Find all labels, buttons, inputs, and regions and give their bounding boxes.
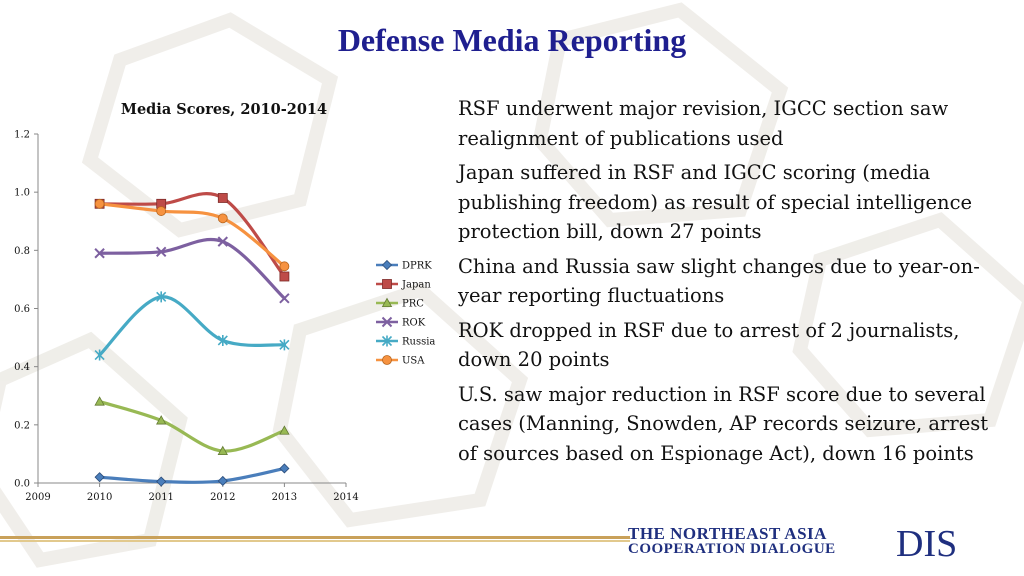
data-point-dprk [156, 476, 167, 487]
dis-logo: DIS [896, 523, 958, 565]
legend-marker-rok [381, 316, 393, 328]
chart-axes [37, 134, 346, 484]
legend-label-japan: Japan [401, 280, 431, 291]
series-line-prc [98, 399, 286, 453]
chart-legend: DPRK Japan PRC ROK Russia USA [376, 259, 435, 367]
y-tick-label: 0.0 [14, 479, 30, 490]
legend-marker-japan [382, 279, 392, 289]
footer-org-line2: COOPERATION DIALOGUE [628, 541, 836, 557]
data-point-russia [217, 334, 228, 346]
y-tick-label: 0.6 [14, 304, 30, 315]
bullet-item: China and Russia saw slight changes due … [458, 254, 980, 308]
x-axis-ticks: 2009 2010 2011 2012 2013 2014 [25, 483, 359, 503]
data-point-dprk [94, 472, 105, 483]
data-point-russia [94, 349, 105, 361]
y-tick-label: 0.4 [14, 362, 30, 373]
footer-rule-light [0, 540, 630, 542]
series-line-rok [98, 237, 286, 300]
legend-marker-usa [382, 355, 392, 365]
series-lines [98, 192, 286, 484]
data-point-usa [94, 198, 105, 209]
media-scores-chart: Media Scores, 2010-2014 0.0 0.2 0.4 0.6 0.8 1… [14, 101, 435, 503]
footer-rule [0, 536, 630, 539]
data-point-rok [217, 236, 229, 247]
data-point-rok [155, 246, 167, 257]
data-point-prc [279, 425, 290, 435]
x-tick-label: 2009 [25, 492, 50, 503]
data-point-prc [94, 396, 105, 406]
bullet-item: ROK dropped in RSF due to arrest of 2 jo… [458, 318, 960, 372]
footer-org-line1: THE NORTHEAST ASIA [628, 524, 827, 543]
data-point-usa [217, 213, 228, 224]
data-point-rok [94, 248, 105, 259]
bullet-item: RSF underwent major revision, IGCC secti… [458, 97, 949, 150]
x-tick-label: 2014 [333, 492, 358, 503]
y-tick-label: 1.0 [14, 188, 30, 199]
data-point-japan [279, 271, 290, 282]
data-point-prc [217, 445, 228, 456]
legend-marker-dprk [381, 259, 393, 271]
data-point-russia [156, 291, 167, 303]
legend-label-rok: ROK [402, 318, 426, 329]
data-point-russia [279, 339, 290, 351]
legend-label-usa: USA [402, 356, 425, 367]
y-axis-ticks: 0.0 0.2 0.4 0.6 0.8 1.0 1.2 [14, 130, 38, 490]
x-tick-label: 2011 [148, 492, 173, 503]
legend-label-prc: PRC [402, 299, 424, 310]
footer-logo: THE NORTHEAST ASIA COOPERATION DIALOGUE … [628, 523, 1008, 565]
data-point-japan [217, 193, 228, 203]
y-tick-label: 1.2 [14, 130, 30, 141]
x-tick-label: 2010 [87, 492, 112, 503]
chart-title: Media Scores, 2010-2014 [121, 101, 327, 118]
data-point-usa [156, 206, 167, 216]
data-point-rok [279, 293, 290, 304]
legend-label-russia: Russia [402, 337, 435, 348]
data-point-dprk [279, 463, 290, 474]
series-line-japan [98, 192, 286, 279]
x-tick-label: 2012 [210, 492, 235, 503]
bullet-item: U.S. saw major reduction in RSF score du… [458, 382, 989, 465]
slide-title: Defense Media Reporting [337, 22, 687, 58]
bullet-list: RSF underwent major revision, IGCC secti… [458, 94, 998, 473]
data-point-prc [156, 415, 167, 425]
y-tick-label: 0.2 [14, 420, 30, 431]
series-line-usa [98, 202, 286, 268]
legend-label-dprk: DPRK [402, 261, 432, 272]
series-line-dprk [98, 466, 286, 484]
series-markers [94, 193, 290, 487]
y-tick-label: 0.8 [14, 246, 30, 257]
series-line-russia [98, 295, 286, 357]
x-tick-label: 2013 [272, 492, 297, 503]
bullet-item: Japan suffered in RSF and IGCC scoring (… [458, 161, 973, 243]
data-point-usa [279, 261, 290, 272]
data-point-dprk [217, 475, 228, 487]
legend-marker-prc [381, 297, 393, 308]
legend-marker-russia [381, 335, 393, 347]
